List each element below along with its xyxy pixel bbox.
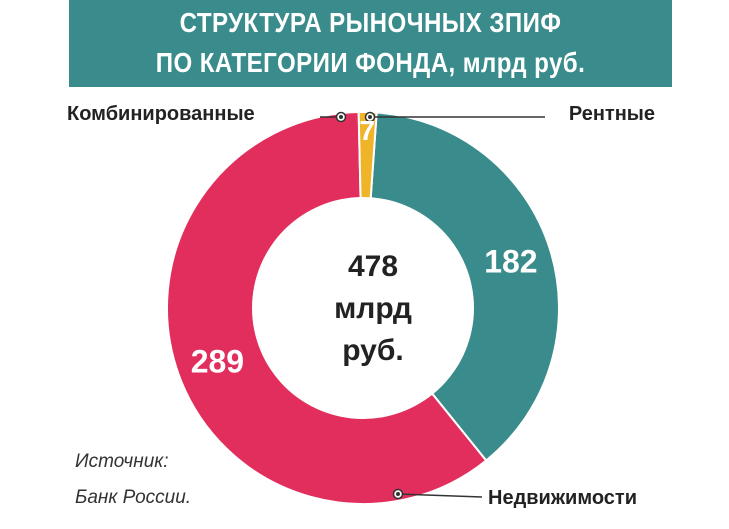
leader-dot-center-1 xyxy=(339,115,343,119)
chart-title-line-2: ПО КАТЕГОРИИ ФОНДА, млрд руб. xyxy=(155,47,586,78)
leader-line-0 xyxy=(397,493,483,498)
title-band: СТРУКТУРА РЫНОЧНЫХ ЗПИФ ПО КАТЕГОРИИ ФОН… xyxy=(69,0,672,87)
slice-value-label-1: 289 xyxy=(191,343,244,379)
center-total-value: 478 xyxy=(348,250,398,283)
leader-dot-center-2 xyxy=(368,115,372,119)
source-label: Источник: xyxy=(75,451,169,472)
center-total-unit-2: руб. xyxy=(342,334,403,367)
center-total-unit-1: млрд xyxy=(334,292,412,325)
source-value: Банк России. xyxy=(75,487,192,508)
leader-dot-center-0 xyxy=(396,492,400,496)
category-label-0: Недвижимости xyxy=(488,487,637,509)
donut-hole xyxy=(252,197,474,419)
slice-value-label-2: 7 xyxy=(359,115,375,146)
category-label-1: Комбинированные xyxy=(67,103,255,125)
chart-title-line-1: СТРУКТУРА РЫНОЧНЫХ ЗПИФ xyxy=(179,7,562,38)
source-note: Источник: Банк России. xyxy=(75,444,275,516)
slice-value-label-0: 182 xyxy=(484,244,537,280)
category-label-2: Рентные xyxy=(569,103,655,125)
